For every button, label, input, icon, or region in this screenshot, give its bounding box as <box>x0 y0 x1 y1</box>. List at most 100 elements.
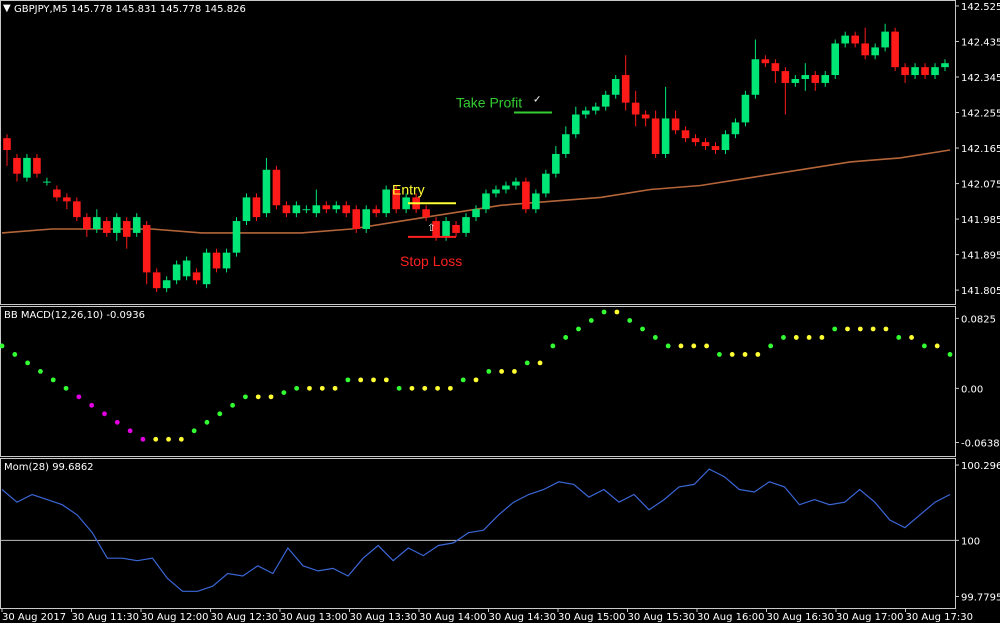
chart-header-caret-icon[interactable]: ▼ <box>3 3 11 14</box>
macd-dot <box>652 335 658 340</box>
macd-tick-label: 0.00 <box>961 384 983 395</box>
candle-body <box>631 102 640 115</box>
candle-body <box>751 59 760 95</box>
candle-body <box>581 110 590 115</box>
candle-body <box>222 252 231 269</box>
candle-body <box>831 43 840 76</box>
candle-body <box>262 169 271 214</box>
price-tick-label: 142.345 <box>961 73 1000 84</box>
time-tick-label: 30 Aug 14:30 <box>489 612 556 623</box>
price-panel-frame <box>0 0 956 305</box>
candle-body <box>871 47 879 56</box>
macd-dot <box>191 428 197 434</box>
candle-body <box>172 264 181 281</box>
price-tick-label: 141.895 <box>961 251 1000 262</box>
macd-dot <box>704 343 709 349</box>
momentum-title: Mom(28) 99.6862 <box>4 462 94 473</box>
macd-dot <box>319 385 325 391</box>
macd-panel-frame <box>0 306 956 457</box>
macd-dot <box>178 436 184 442</box>
candles-layer <box>3 23 949 293</box>
macd-dot <box>563 335 569 340</box>
candle-body <box>482 193 490 210</box>
candle-body <box>771 63 780 72</box>
candle-body <box>452 225 460 233</box>
candle-body <box>392 189 400 210</box>
macd-dot <box>76 394 82 400</box>
candle-body <box>621 75 630 103</box>
candle-body <box>941 63 949 68</box>
macd-dot <box>38 368 43 374</box>
macd-dot <box>717 352 722 357</box>
candle-body <box>372 209 381 214</box>
symbol-label: GBPJPY,M5 145.778 145.831 145.778 145.82… <box>14 4 246 15</box>
candle-body <box>282 205 291 214</box>
candle-body <box>891 31 899 68</box>
macd-dot <box>217 411 223 417</box>
macd-title: BB MACD(12,26,10) -0.0936 <box>4 310 145 321</box>
candle-body <box>492 189 500 194</box>
candle-body <box>302 209 311 211</box>
candle-body <box>562 134 570 154</box>
candle-body <box>651 118 660 154</box>
momentum-tick-label: 100 <box>961 536 980 547</box>
candle-body <box>322 205 331 210</box>
candle-body <box>182 260 191 277</box>
candle-body <box>422 209 430 218</box>
candle-body <box>242 197 251 222</box>
candle-body <box>701 142 710 147</box>
macd-dot <box>409 385 415 391</box>
macd-dot <box>691 343 697 349</box>
macd-dot <box>153 436 159 442</box>
buy-arrow-icon: ⇧ <box>427 223 435 234</box>
candle-body <box>641 114 650 119</box>
macd-dot <box>576 326 581 332</box>
candle-body <box>711 146 720 151</box>
candle-body <box>661 118 670 154</box>
macd-dot <box>0 343 5 349</box>
candle-body <box>552 153 560 174</box>
macd-dot <box>114 419 120 425</box>
macd-dot <box>601 309 607 315</box>
candle-body <box>3 138 11 151</box>
candle-body <box>142 225 151 273</box>
macd-dot <box>550 343 556 349</box>
macd-dot <box>371 377 376 383</box>
price-tick-label: 142.165 <box>961 144 1000 155</box>
candle-body <box>102 221 111 233</box>
macd-dot <box>166 436 171 442</box>
candle-body <box>502 185 510 190</box>
macd-dot <box>909 335 914 340</box>
candle-body <box>911 67 919 76</box>
macd-dot <box>230 402 235 408</box>
macd-dot <box>934 343 940 349</box>
candle-body <box>731 122 740 135</box>
macd-tick-label: 0.0825 <box>961 314 996 325</box>
macd-dot <box>12 352 18 357</box>
time-tick-label: 30 Aug 11:30 <box>72 612 139 623</box>
time-tick-label: 30 Aug 17:30 <box>906 612 973 623</box>
time-tick-label: 30 Aug 13:30 <box>350 612 417 623</box>
momentum-axis: 100.296 100 99.7795 <box>955 461 1000 603</box>
candle-body <box>512 181 520 186</box>
macd-dot <box>742 352 748 357</box>
candle-body <box>362 209 371 229</box>
candle-body <box>53 189 61 198</box>
candle-body <box>382 189 390 214</box>
macd-dot <box>806 335 812 340</box>
macd-dot <box>819 335 825 340</box>
candle-body <box>232 221 241 253</box>
candle-body <box>132 217 141 233</box>
macd-dot <box>627 318 633 323</box>
time-tick-label: 30 Aug 13:00 <box>280 612 347 623</box>
candle-body <box>73 201 81 218</box>
macd-dot <box>793 335 799 340</box>
macd-dot <box>102 411 107 417</box>
macd-dot <box>614 309 620 315</box>
candle-body <box>212 252 221 269</box>
candle-body <box>122 221 131 237</box>
time-tick-label: 30 Aug 15:00 <box>558 612 625 623</box>
candle-body <box>681 130 690 139</box>
macd-dot <box>204 419 210 425</box>
